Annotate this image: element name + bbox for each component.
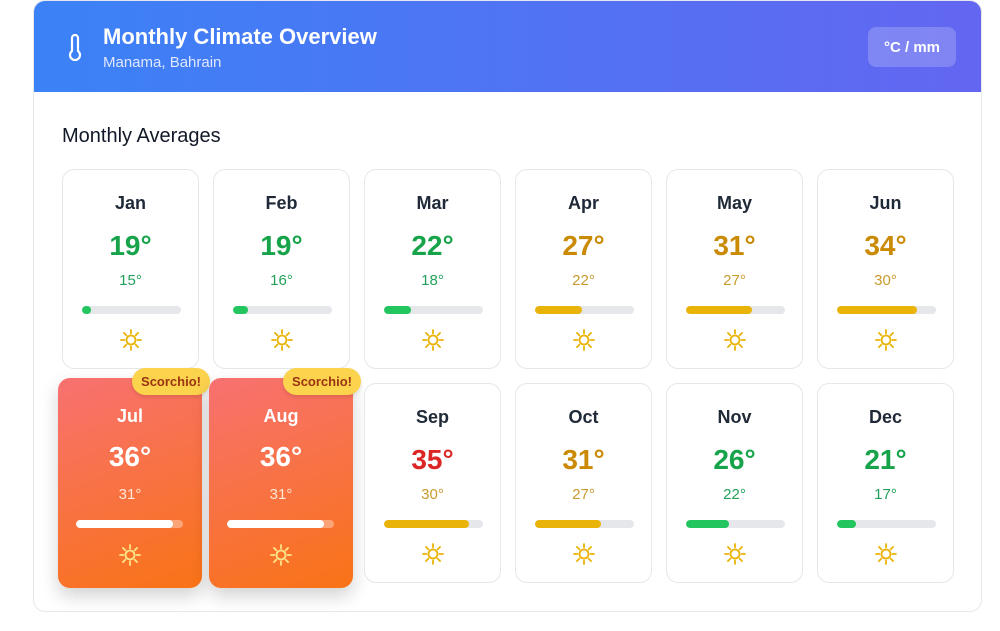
month-card-dec[interactable]: Dec 21° 17° [817,383,954,583]
temperature-bar [233,306,332,314]
month-name: Jul [116,406,143,426]
temperature-bar [535,306,634,314]
temperature-bar-fill [76,520,174,528]
month-card-jun[interactable]: Jun 34° 30° [817,169,954,369]
month-name: Nov [717,407,752,427]
month-card-oct[interactable]: Oct 31° 27° [515,383,652,583]
temperature-bar-fill [686,520,729,528]
sun-icon [875,329,897,351]
month-name: Dec [868,407,903,427]
month-card-jul[interactable]: Jul 36° 31° Scorchio! [58,368,210,588]
temperature-bar [384,306,483,314]
sun-icon [422,329,444,351]
temperature-bar-fill [535,306,582,314]
month-name: Oct [568,407,599,427]
scorchio-badge: Scorchio! [283,368,361,395]
month-high-temp: 36° [259,441,303,472]
month-low-temp: 31° [118,486,142,503]
month-low-temp: 27° [572,486,595,503]
card-header: Monthly Climate Overview Manama, Bahrain… [34,1,981,92]
month-low-temp: 31° [269,486,293,503]
month-name: Mar [416,193,449,213]
month-card-jan[interactable]: Jan 19° 15° [62,169,199,369]
sun-icon [875,543,897,565]
climate-card: Monthly Climate Overview Manama, Bahrain… [33,0,982,612]
temperature-bar [837,306,936,314]
temperature-bar-fill [227,520,325,528]
month-name: Apr [568,193,599,213]
temperature-bar-fill [233,306,248,314]
month-high-temp: 26° [713,444,756,475]
temperature-bar [227,520,334,528]
temperature-bar [535,520,634,528]
sun-icon [724,329,746,351]
month-card-may[interactable]: May 31° 27° [666,169,803,369]
month-name: Sep [415,407,449,427]
month-high-temp: 21° [864,444,907,475]
temperature-bar-fill [837,520,856,528]
month-low-temp: 22° [572,272,595,289]
sun-icon [120,329,142,351]
sun-icon [573,329,595,351]
month-high-temp: 36° [108,441,152,472]
thermometer-icon [68,34,82,62]
temperature-bar [686,520,785,528]
temperature-bar [384,520,483,528]
sun-icon [573,543,595,565]
month-high-temp: 27° [562,230,605,261]
month-name: Jun [869,193,902,213]
month-low-temp: 30° [421,486,444,503]
month-low-temp: 18° [421,272,444,289]
sun-icon [724,543,746,565]
month-name: Aug [263,406,299,426]
location-subtitle: Manama, Bahrain [103,54,222,71]
temperature-bar [76,520,183,528]
month-name: May [716,193,752,213]
month-high-temp: 19° [260,230,303,261]
month-high-temp: 35° [411,444,454,475]
month-low-temp: 15° [119,272,142,289]
temperature-bar [82,306,181,314]
temperature-bar [686,306,785,314]
month-low-temp: 17° [874,486,897,503]
month-card-feb[interactable]: Feb 19° 16° [213,169,350,369]
month-card-aug[interactable]: Aug 36° 31° Scorchio! [209,368,361,588]
month-high-temp: 19° [109,230,152,261]
month-low-temp: 30° [874,272,897,289]
month-name: Feb [265,193,298,213]
month-low-temp: 27° [723,272,746,289]
month-low-temp: 16° [270,272,293,289]
section-title: Monthly Averages [62,125,221,147]
temperature-bar-fill [384,306,411,314]
sun-icon [270,544,292,566]
month-card-apr[interactable]: Apr 27° 22° [515,169,652,369]
scorchio-badge: Scorchio! [132,368,210,395]
month-card-mar[interactable]: Mar 22° 18° [364,169,501,369]
sun-icon [119,544,141,566]
temperature-bar-fill [837,306,918,314]
month-high-temp: 31° [713,230,756,261]
sun-icon [271,329,293,351]
temperature-bar-fill [82,306,91,314]
month-high-temp: 22° [411,230,454,261]
temperature-bar-fill [384,520,470,528]
temperature-bar-fill [686,306,753,314]
month-high-temp: 34° [864,230,907,261]
month-card-sep[interactable]: Sep 35° 30° [364,383,501,583]
sun-icon [422,543,444,565]
month-card-nov[interactable]: Nov 26° 22° [666,383,803,583]
temperature-bar [837,520,936,528]
page-title: Monthly Climate Overview [103,24,377,49]
month-high-temp: 31° [562,444,605,475]
month-low-temp: 22° [723,486,746,503]
month-name: Jan [114,193,147,213]
unit-toggle-button[interactable]: °C / mm [868,27,956,67]
temperature-bar-fill [535,520,602,528]
